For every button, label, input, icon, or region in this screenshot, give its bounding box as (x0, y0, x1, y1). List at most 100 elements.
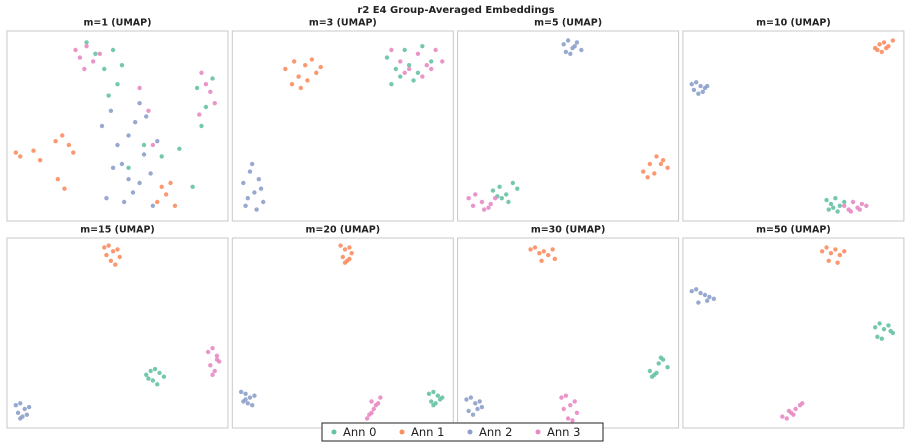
point (550, 247, 555, 252)
point (210, 372, 215, 377)
point (212, 368, 217, 374)
point (859, 201, 865, 207)
point (656, 361, 661, 366)
point (842, 203, 847, 208)
point (77, 55, 83, 60)
point (90, 59, 96, 64)
panel-title: m=50 (UMAP) (756, 225, 831, 236)
point (62, 186, 67, 191)
point (561, 42, 566, 47)
point (429, 399, 434, 404)
point (700, 89, 705, 95)
point (146, 376, 151, 381)
series-group: Ann 1 (13, 133, 178, 208)
point (565, 38, 571, 43)
point (705, 298, 710, 303)
point (568, 403, 573, 408)
point (121, 199, 127, 205)
point (303, 62, 308, 68)
point (857, 207, 862, 212)
point (429, 66, 434, 72)
point (338, 243, 343, 248)
point (559, 395, 564, 400)
point (258, 186, 264, 191)
point (84, 40, 89, 45)
point (53, 139, 58, 144)
panel-frame (231, 237, 454, 429)
point (479, 199, 485, 205)
point (506, 199, 511, 205)
point (546, 252, 551, 258)
panel-frame (682, 237, 905, 429)
point (141, 142, 147, 148)
point (833, 196, 838, 201)
point (477, 399, 482, 404)
series-group: Ann 2 (13, 401, 32, 421)
point (18, 154, 23, 159)
point (150, 142, 156, 148)
point (93, 51, 98, 56)
point (283, 66, 288, 72)
point (247, 169, 253, 174)
point (875, 47, 880, 53)
point (197, 112, 202, 117)
point (102, 245, 107, 250)
point (402, 47, 407, 53)
panel-frame (6, 237, 229, 429)
point (99, 123, 105, 129)
point (13, 150, 19, 155)
point (565, 416, 571, 421)
point (563, 49, 569, 55)
legend-label: Ann 1 (411, 425, 444, 439)
series-group: Ann 2 (464, 395, 485, 417)
point (168, 180, 173, 186)
point (384, 55, 390, 60)
point (791, 412, 796, 417)
panel-frame (457, 237, 680, 429)
point (647, 368, 653, 374)
point (210, 76, 215, 81)
point (256, 177, 262, 182)
point (850, 199, 856, 205)
point (649, 374, 655, 379)
point (473, 192, 478, 197)
point (37, 158, 43, 163)
point (881, 40, 887, 45)
point (563, 393, 569, 398)
point (238, 389, 244, 395)
point (780, 414, 785, 419)
point (884, 45, 889, 51)
point (488, 201, 493, 207)
point (830, 205, 836, 210)
point (864, 203, 869, 208)
point (18, 401, 23, 406)
series-group: Ann 0 (84, 40, 215, 189)
point (305, 78, 310, 83)
point (13, 403, 19, 408)
point (205, 349, 211, 355)
point (570, 418, 575, 423)
series-group: Ann 3 (559, 393, 580, 423)
point (437, 397, 443, 402)
point (115, 82, 120, 87)
point (510, 180, 516, 186)
point (144, 114, 149, 119)
point (515, 186, 520, 191)
point (426, 391, 432, 396)
point (214, 353, 220, 358)
point (245, 196, 250, 201)
point (435, 393, 441, 398)
point (842, 249, 847, 254)
point (561, 406, 566, 412)
point (475, 406, 480, 412)
point (137, 101, 142, 106)
point (119, 62, 125, 68)
point (402, 70, 407, 76)
legend-label: Ann 3 (547, 425, 580, 439)
point (824, 197, 829, 203)
series-group: Ann 1 (872, 38, 896, 55)
point (528, 247, 533, 252)
panel-frame (231, 30, 454, 222)
panel-frame (6, 30, 229, 222)
